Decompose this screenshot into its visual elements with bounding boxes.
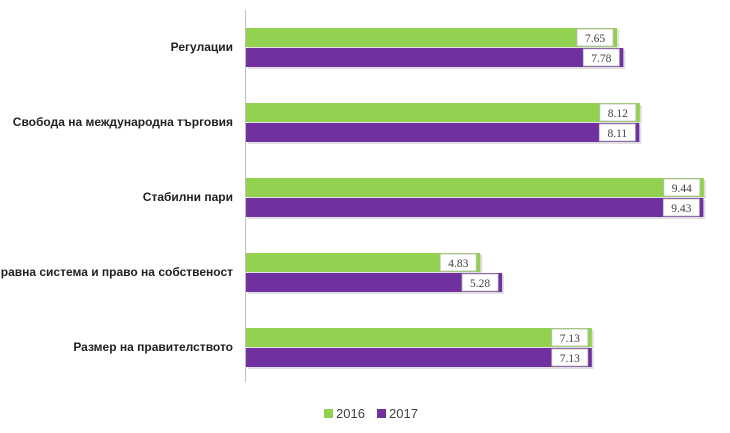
bar-2016 (246, 328, 592, 347)
data-label-box (663, 178, 701, 197)
data-label: 4.83 (448, 258, 468, 270)
data-label-box (551, 328, 589, 347)
legend-swatch-2016 (324, 409, 333, 418)
data-label-box (599, 103, 637, 122)
category-label: Правна система и право на собственост (0, 265, 233, 279)
data-label: 8.12 (608, 108, 628, 120)
bar-2017 (246, 198, 704, 217)
bars-layer: 7.65 7.78 8.12 8.11 9.44 9.43 4.835.28 7.13 7.13 (246, 28, 706, 369)
bar-2017 (246, 348, 592, 367)
data-label-box (582, 48, 620, 67)
data-label: 9.43 (671, 203, 691, 215)
data-label-box (598, 123, 636, 142)
data-label: 7.78 (591, 53, 611, 65)
data-label-box (576, 28, 614, 47)
bar-2017 (246, 273, 503, 292)
data-label-box (662, 198, 700, 217)
category-label: Свобода на международна търговия (13, 115, 233, 129)
bar-2016 (246, 253, 481, 272)
bar-2016 (246, 103, 640, 122)
data-label-box (551, 348, 589, 367)
bar-2017 (246, 48, 624, 67)
data-label: 7.65 (585, 33, 605, 45)
data-label: 7.13 (560, 353, 580, 365)
bar-2017 (246, 123, 640, 142)
data-label: 7.13 (560, 333, 580, 345)
legend-label: 2016 (336, 406, 365, 421)
data-label-box (461, 273, 499, 292)
data-label: 8.11 (607, 128, 627, 140)
category-label: Размер на правителството (73, 340, 233, 354)
data-label: 9.44 (672, 183, 692, 195)
legend: 2016 2017 (324, 406, 418, 421)
category-label: Регулации (171, 40, 233, 54)
bar-2016 (246, 178, 704, 197)
data-label: 5.28 (470, 278, 490, 290)
category-label: Стабилни пари (143, 190, 233, 204)
legend-swatch-2017 (377, 409, 386, 418)
legend-label: 2017 (389, 406, 418, 421)
bar-2016 (246, 28, 618, 47)
data-label-box (439, 253, 477, 272)
category-labels: Регулации Свобода на международна търгови… (0, 40, 233, 354)
